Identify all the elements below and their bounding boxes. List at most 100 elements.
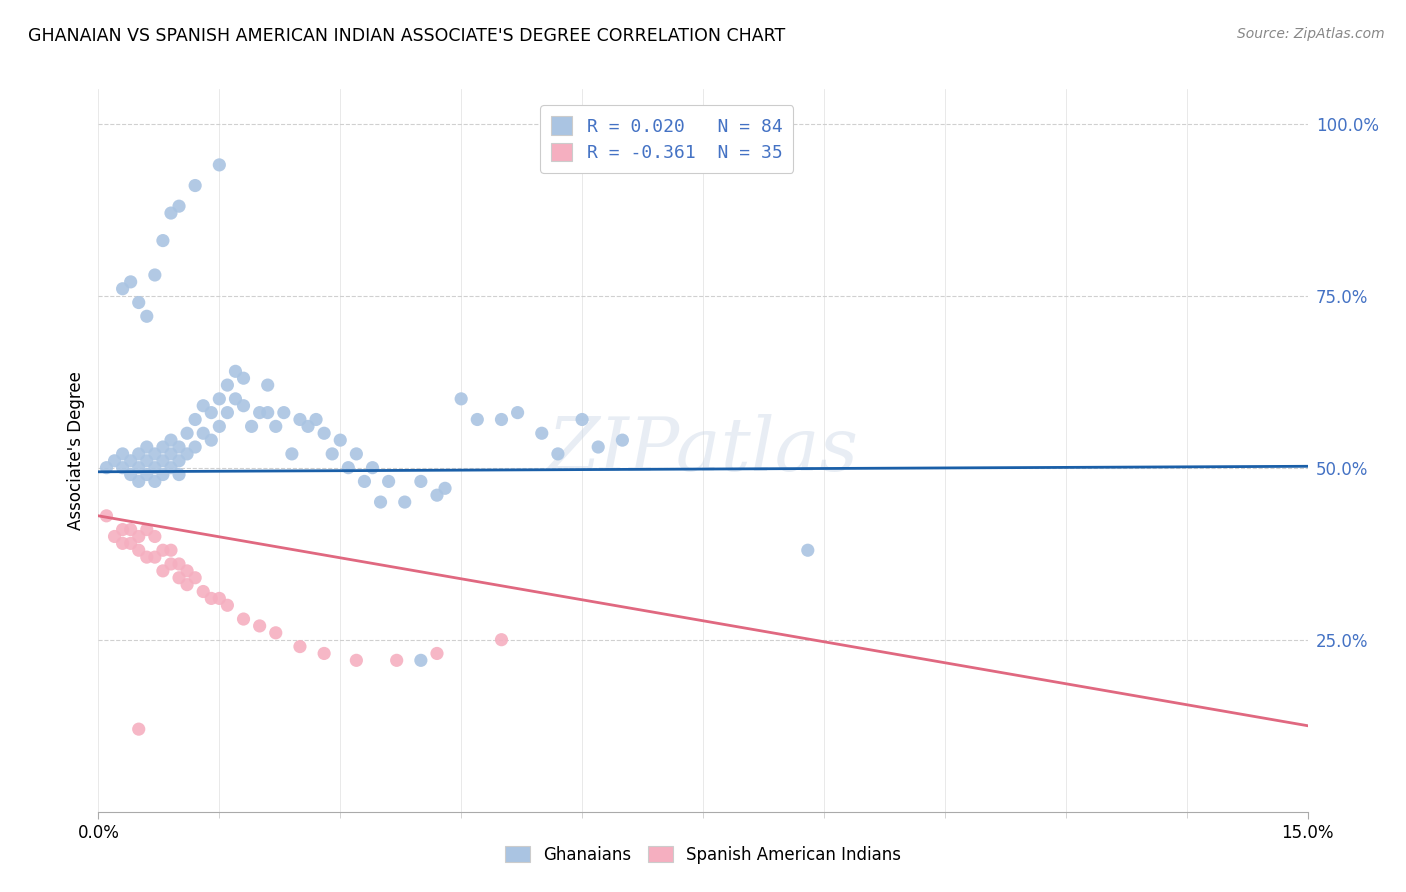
Point xyxy=(491,632,513,647)
Point xyxy=(160,447,183,461)
Point xyxy=(176,426,198,441)
Point xyxy=(128,460,150,475)
Point xyxy=(143,447,166,461)
Point xyxy=(184,440,207,454)
Point xyxy=(217,599,239,613)
Point xyxy=(385,653,408,667)
Point xyxy=(120,454,142,468)
Point xyxy=(120,523,142,537)
Point xyxy=(193,584,215,599)
Point xyxy=(249,406,271,420)
Point xyxy=(135,440,157,454)
Point xyxy=(152,564,174,578)
Point xyxy=(193,426,215,441)
Point xyxy=(128,529,150,543)
Point xyxy=(217,378,239,392)
Point xyxy=(167,199,190,213)
Point xyxy=(232,371,254,385)
Point xyxy=(240,419,263,434)
Point xyxy=(111,447,134,461)
Point xyxy=(249,619,271,633)
Point xyxy=(152,454,174,468)
Point xyxy=(128,475,150,489)
Point xyxy=(612,433,634,447)
Point xyxy=(152,234,174,248)
Text: GHANAIAN VS SPANISH AMERICAN INDIAN ASSOCIATE'S DEGREE CORRELATION CHART: GHANAIAN VS SPANISH AMERICAN INDIAN ASSO… xyxy=(28,27,786,45)
Point xyxy=(200,591,222,606)
Point xyxy=(208,591,231,606)
Point xyxy=(152,467,174,482)
Point xyxy=(111,460,134,475)
Point xyxy=(434,481,457,495)
Text: Source: ZipAtlas.com: Source: ZipAtlas.com xyxy=(1237,27,1385,41)
Point xyxy=(120,275,142,289)
Point xyxy=(167,557,190,571)
Point xyxy=(160,543,183,558)
Point xyxy=(314,647,336,661)
Point xyxy=(167,440,190,454)
Text: ZIPatlas: ZIPatlas xyxy=(547,414,859,487)
Point xyxy=(184,571,207,585)
Point xyxy=(337,460,360,475)
Point xyxy=(426,647,449,661)
Point xyxy=(111,536,134,550)
Point xyxy=(506,406,529,420)
Point xyxy=(200,433,222,447)
Point xyxy=(344,653,367,667)
Point xyxy=(329,433,352,447)
Point xyxy=(128,543,150,558)
Point xyxy=(143,529,166,543)
Point xyxy=(409,653,432,667)
Point xyxy=(160,557,183,571)
Point xyxy=(450,392,472,406)
Point xyxy=(120,467,142,482)
Point xyxy=(135,523,157,537)
Point xyxy=(152,543,174,558)
Point xyxy=(256,378,278,392)
Point xyxy=(530,426,553,441)
Point xyxy=(167,571,190,585)
Point xyxy=(143,460,166,475)
Point xyxy=(232,399,254,413)
Point xyxy=(217,406,239,420)
Point xyxy=(288,640,311,654)
Point xyxy=(103,454,125,468)
Point xyxy=(208,419,231,434)
Point xyxy=(160,460,183,475)
Legend: Ghanaians, Spanish American Indians: Ghanaians, Spanish American Indians xyxy=(498,839,908,871)
Point xyxy=(409,475,432,489)
Point xyxy=(96,460,118,475)
Point xyxy=(143,550,166,565)
Point xyxy=(200,406,222,420)
Point xyxy=(135,310,157,324)
Point xyxy=(264,419,287,434)
Point xyxy=(256,406,278,420)
Point xyxy=(321,447,343,461)
Point xyxy=(160,433,183,447)
Point xyxy=(571,412,593,426)
Point xyxy=(152,440,174,454)
Point xyxy=(353,475,375,489)
Point xyxy=(167,467,190,482)
Point xyxy=(394,495,416,509)
Point xyxy=(143,268,166,282)
Point xyxy=(232,612,254,626)
Point xyxy=(111,282,134,296)
Point xyxy=(797,543,820,558)
Legend: R = 0.020   N = 84, R = -0.361  N = 35: R = 0.020 N = 84, R = -0.361 N = 35 xyxy=(540,105,793,173)
Point xyxy=(491,412,513,426)
Point xyxy=(120,536,142,550)
Point xyxy=(128,722,150,736)
Point xyxy=(377,475,399,489)
Point xyxy=(314,426,336,441)
Point xyxy=(143,475,166,489)
Point xyxy=(135,467,157,482)
Point xyxy=(184,178,207,193)
Point xyxy=(135,550,157,565)
Point xyxy=(128,295,150,310)
Point xyxy=(305,412,328,426)
Y-axis label: Associate's Degree: Associate's Degree xyxy=(66,371,84,530)
Point xyxy=(264,625,287,640)
Point xyxy=(176,564,198,578)
Point xyxy=(224,364,246,378)
